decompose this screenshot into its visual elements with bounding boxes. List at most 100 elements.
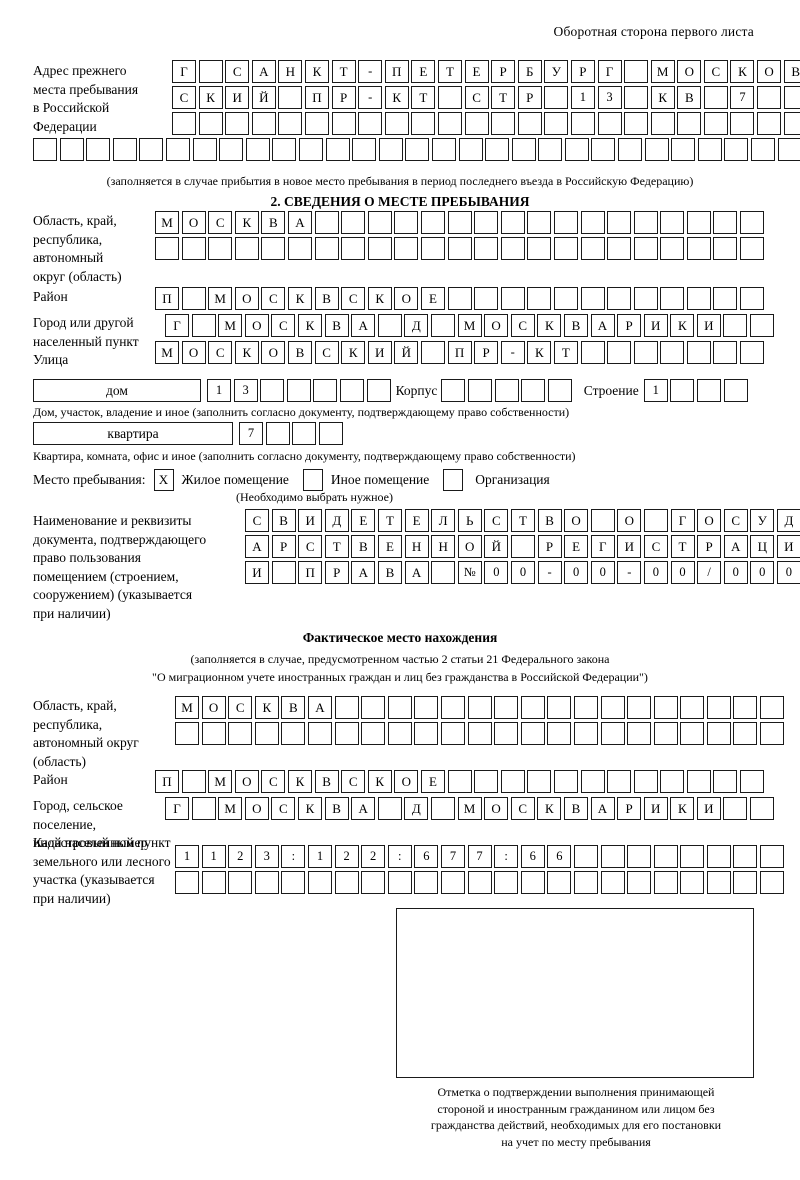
char-cell[interactable] [686,211,711,234]
char-cell[interactable] [437,86,462,109]
char-cell[interactable] [733,722,758,745]
char-cell[interactable] [553,211,578,234]
char-cell[interactable]: В [783,60,800,83]
char-cell[interactable] [430,314,455,337]
char-cell[interactable] [633,287,658,310]
char-cell[interactable] [467,696,492,719]
char-cell[interactable] [366,379,391,402]
char-cell[interactable]: Р [331,86,356,109]
char-cell[interactable]: 3 [254,845,279,868]
char-cell[interactable]: В [287,341,312,364]
char-cell[interactable]: Е [351,509,376,532]
char-cell[interactable] [547,379,572,402]
char-cell[interactable] [367,211,392,234]
char-cell[interactable]: Г [597,60,622,83]
char-cell[interactable]: И [643,797,668,820]
char-cell[interactable]: Г [165,797,189,820]
char-cell[interactable]: О [234,287,259,310]
char-cell[interactable] [544,112,569,135]
char-cell[interactable]: Т [437,60,462,83]
char-cell[interactable] [339,379,364,402]
char-cell[interactable] [86,138,111,161]
char-cell[interactable] [367,237,392,260]
char-cell[interactable] [510,535,535,558]
char-cell[interactable] [760,696,785,719]
char-cell[interactable] [292,422,317,445]
char-cell[interactable] [653,722,678,745]
char-cell[interactable] [361,722,386,745]
char-cell[interactable]: 7 [730,86,755,109]
char-cell[interactable]: : [494,845,519,868]
char-cell[interactable]: Р [517,86,542,109]
char-cell[interactable] [431,138,456,161]
char-cell[interactable] [165,138,190,161]
char-cell[interactable] [600,722,625,745]
char-cell[interactable] [437,112,462,135]
char-cell[interactable] [251,112,276,135]
char-cell[interactable] [405,138,430,161]
char-cell[interactable] [783,86,800,109]
char-cell[interactable] [671,138,696,161]
char-cell[interactable] [198,112,223,135]
char-cell[interactable] [677,112,702,135]
char-cell[interactable] [703,86,728,109]
char-cell[interactable]: 1 [307,845,332,868]
char-cell[interactable] [564,138,589,161]
char-cell[interactable] [553,770,578,793]
char-cell[interactable] [633,237,658,260]
char-cell[interactable]: К [254,696,279,719]
char-cell[interactable]: М [457,314,482,337]
char-cell[interactable] [660,341,685,364]
char-cell[interactable] [740,287,765,310]
char-cell[interactable] [633,341,658,364]
char-cell[interactable]: 1 [207,379,231,402]
char-cell[interactable] [139,138,164,161]
char-cell[interactable]: О [617,509,642,532]
char-cell[interactable] [494,379,519,402]
char-cell[interactable] [228,722,253,745]
char-cell[interactable] [411,112,436,135]
char-cell[interactable]: К [297,797,322,820]
char-cell[interactable] [660,770,685,793]
char-cell[interactable]: К [304,60,329,83]
char-cell[interactable] [278,112,303,135]
char-cell[interactable]: К [537,314,562,337]
char-cell[interactable]: Т [411,86,436,109]
char-cell[interactable] [474,211,499,234]
char-cell[interactable]: 2 [228,845,253,868]
char-cell[interactable] [553,237,578,260]
char-cell[interactable] [520,871,545,894]
char-cell[interactable]: К [297,314,322,337]
char-cell[interactable] [394,211,419,234]
char-cell[interactable]: О [201,696,226,719]
char-cell[interactable] [175,722,199,745]
char-cell[interactable] [287,237,312,260]
char-cell[interactable]: Т [331,60,356,83]
char-cell[interactable]: В [324,314,349,337]
char-cell[interactable] [600,845,625,868]
char-cell[interactable]: О [697,509,722,532]
char-cell[interactable] [650,112,675,135]
char-cell[interactable]: И [617,535,642,558]
char-cell[interactable]: К [287,287,312,310]
char-cell[interactable] [627,845,652,868]
char-cell[interactable]: К [384,86,409,109]
char-cell[interactable]: А [404,561,429,584]
char-cell[interactable] [500,211,525,234]
char-cell[interactable] [757,86,782,109]
char-cell[interactable] [387,871,412,894]
char-cell[interactable]: Р [617,314,642,337]
char-cell[interactable]: А [590,797,615,820]
char-cell[interactable]: К [234,341,259,364]
char-cell[interactable]: - [617,561,642,584]
char-cell[interactable]: № [457,561,482,584]
char-cell[interactable]: В [537,509,562,532]
char-cell[interactable]: 7 [467,845,492,868]
char-cell[interactable]: 0 [723,561,748,584]
char-cell[interactable]: 6 [547,845,572,868]
char-cell[interactable] [467,379,492,402]
char-cell[interactable] [706,871,731,894]
char-cell[interactable] [723,314,748,337]
char-cell[interactable]: Ь [457,509,482,532]
char-cell[interactable] [191,797,216,820]
